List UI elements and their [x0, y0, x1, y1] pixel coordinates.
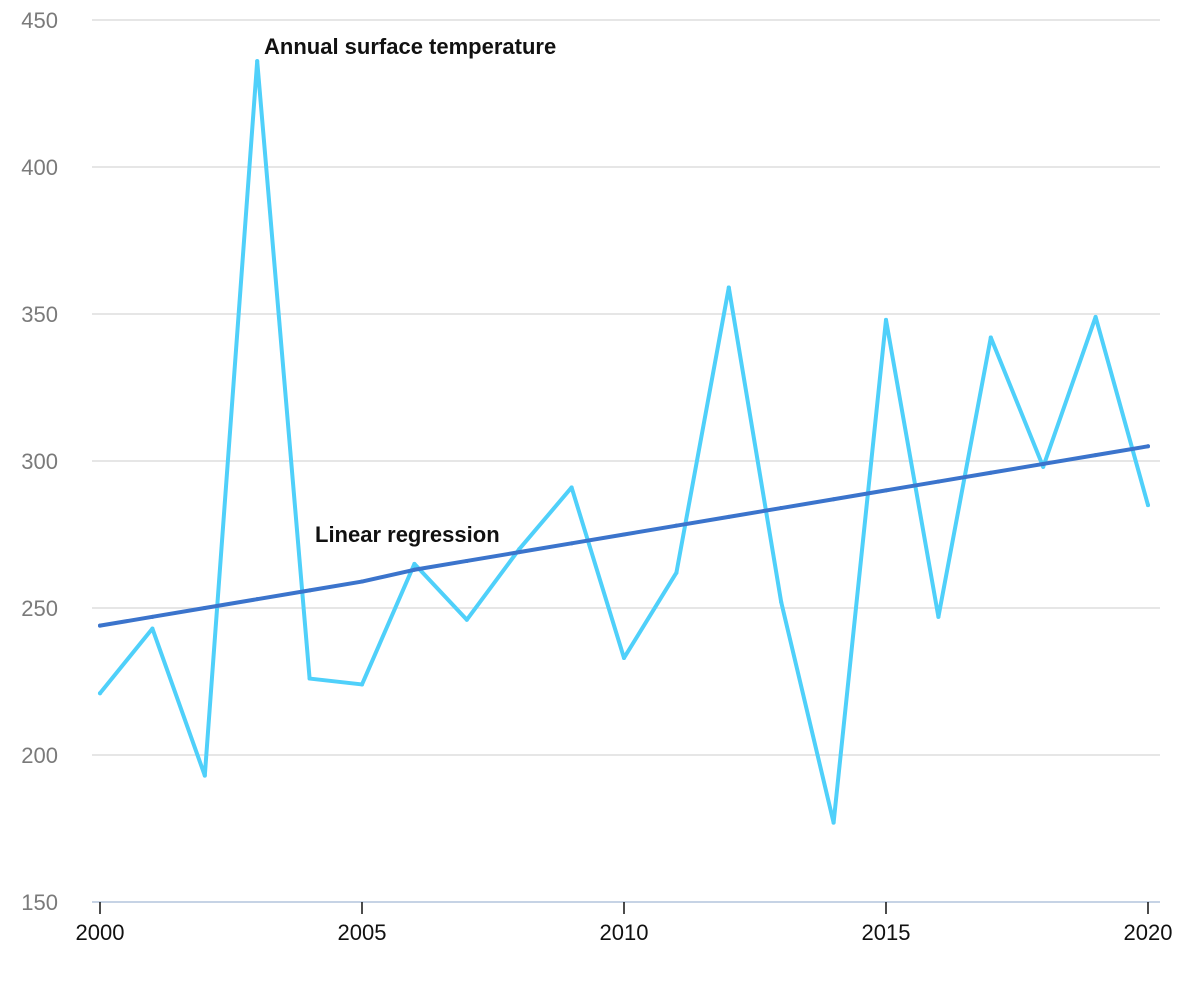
x-tick-label-2015: 2015 — [862, 920, 911, 945]
data-point-linear-regression-2011 — [674, 523, 679, 528]
data-point-linear-regression-2017 — [988, 470, 993, 475]
data-point-linear-regression-2015 — [884, 488, 888, 493]
data-point-linear-regression-2007 — [464, 558, 469, 563]
y-tick-label-250: 250 — [21, 596, 58, 621]
y-tick-label-150: 150 — [21, 890, 58, 915]
y-tick-label-200: 200 — [21, 743, 58, 768]
data-point-linear-regression-2013 — [779, 506, 784, 511]
data-point-annual-surface-temperature-2020 — [1146, 503, 1150, 508]
data-point-annual-surface-temperature-2007 — [464, 617, 469, 622]
data-point-linear-regression-2008 — [517, 550, 522, 555]
data-point-annual-surface-temperature-2003 — [255, 59, 260, 64]
data-point-linear-regression-2009 — [569, 541, 574, 546]
data-point-annual-surface-temperature-2016 — [936, 614, 941, 619]
data-point-annual-surface-temperature-2019 — [1093, 314, 1098, 319]
grid-layer — [92, 19, 1160, 756]
data-point-annual-surface-temperature-2009 — [569, 485, 574, 490]
data-point-linear-regression-2010 — [622, 532, 626, 537]
data-point-linear-regression-2001 — [150, 614, 155, 619]
data-point-linear-regression-2016 — [936, 479, 941, 484]
annotation-annual-surface-temperature: Annual surface temperature — [264, 34, 556, 59]
data-point-linear-regression-2014 — [831, 497, 836, 502]
data-point-linear-regression-2019 — [1093, 453, 1098, 458]
axis-layer: 150 200 250 300 350 400 450 2000 2005 2010 2015 202… — [21, 8, 1172, 945]
data-point-annual-surface-temperature-2006 — [412, 561, 417, 566]
data-point-linear-regression-2003 — [255, 597, 260, 602]
data-point-linear-regression-2005 — [360, 579, 364, 584]
data-point-linear-regression-2006 — [412, 567, 417, 572]
data-point-annual-surface-temperature-2017 — [988, 335, 993, 340]
y-tick-label-450: 450 — [21, 8, 58, 33]
data-point-linear-regression-2018 — [1041, 461, 1046, 466]
x-tick-label-2000: 2000 — [76, 920, 125, 945]
y-tick-label-350: 350 — [21, 302, 58, 327]
x-tick-label-2020: 2020 — [1124, 920, 1173, 945]
data-point-annual-surface-temperature-2004 — [307, 676, 312, 681]
data-point-linear-regression-2004 — [307, 588, 312, 593]
annotation-linear-regression: Linear regression — [315, 522, 500, 547]
series-layer — [98, 59, 1150, 825]
series-line-annual-surface-temperature — [98, 59, 1150, 825]
data-point-annual-surface-temperature-2011 — [674, 570, 679, 575]
data-point-annual-surface-temperature-2000 — [98, 691, 102, 696]
data-point-annual-surface-temperature-2014 — [831, 820, 836, 825]
data-point-annual-surface-temperature-2005 — [360, 682, 364, 687]
data-point-annual-surface-temperature-2013 — [779, 600, 784, 605]
data-point-annual-surface-temperature-2010 — [622, 655, 626, 660]
data-point-annual-surface-temperature-2001 — [150, 626, 155, 631]
annotation-layer: Annual surface temperature Linear regress… — [264, 34, 556, 547]
y-tick-label-300: 300 — [21, 449, 58, 474]
x-tick-label-2005: 2005 — [338, 920, 387, 945]
data-point-linear-regression-2020 — [1146, 444, 1150, 449]
data-point-linear-regression-2012 — [726, 514, 731, 519]
data-point-annual-surface-temperature-2012 — [726, 285, 731, 290]
data-point-annual-surface-temperature-2015 — [884, 317, 888, 322]
data-point-linear-regression-2002 — [202, 606, 207, 610]
data-point-annual-surface-temperature-2002 — [202, 773, 207, 778]
y-tick-label-400: 400 — [21, 155, 58, 180]
data-point-linear-regression-2000 — [98, 623, 102, 628]
x-tick-label-2010: 2010 — [600, 920, 649, 945]
